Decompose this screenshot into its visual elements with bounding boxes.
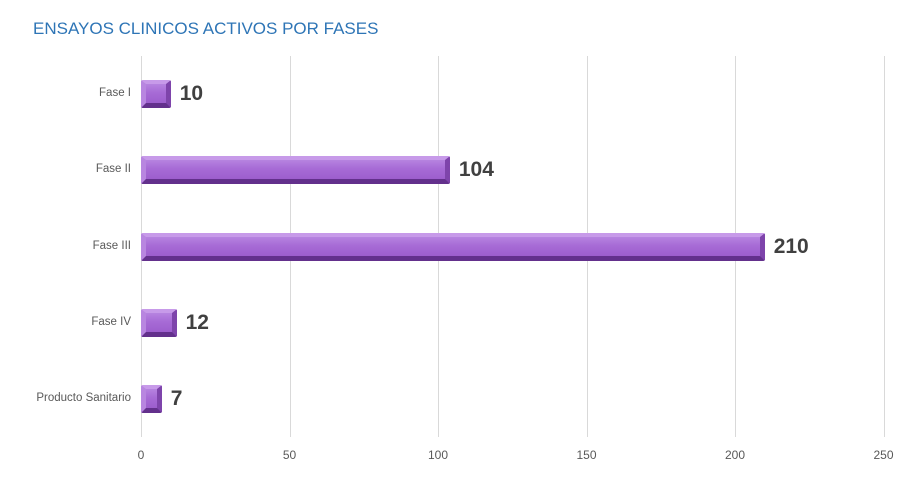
bar-fase-iv — [141, 308, 177, 337]
x-axis-tick-label: 200 — [724, 448, 746, 462]
value-label: 104 — [458, 158, 494, 182]
gridline — [883, 56, 885, 437]
x-axis-tick-label: 50 — [282, 448, 297, 462]
x-axis-tick-label: 250 — [873, 448, 894, 462]
category-label: Fase IV — [91, 315, 131, 328]
chart-title: ENSAYOS CLINICOS ACTIVOS POR FASES — [33, 19, 379, 38]
category-label: Fase II — [95, 163, 131, 176]
bar-fase-iii — [141, 232, 765, 261]
x-axis-tick-label: 100 — [427, 448, 449, 462]
category-label: Producto Sanitario — [36, 391, 131, 404]
category-label: Fase I — [99, 87, 131, 100]
category-label: Fase III — [92, 239, 131, 252]
value-label: 210 — [773, 234, 809, 258]
value-label: 12 — [185, 310, 209, 334]
value-label: 10 — [179, 82, 204, 106]
bar-fase-i — [141, 80, 171, 109]
bar-fase-ii — [141, 156, 450, 185]
x-axis-tick-label: 150 — [576, 448, 597, 462]
bar-producto-sanitario — [141, 384, 162, 413]
x-axis-tick-label: 0 — [137, 448, 145, 462]
value-label: 7 — [170, 386, 183, 410]
